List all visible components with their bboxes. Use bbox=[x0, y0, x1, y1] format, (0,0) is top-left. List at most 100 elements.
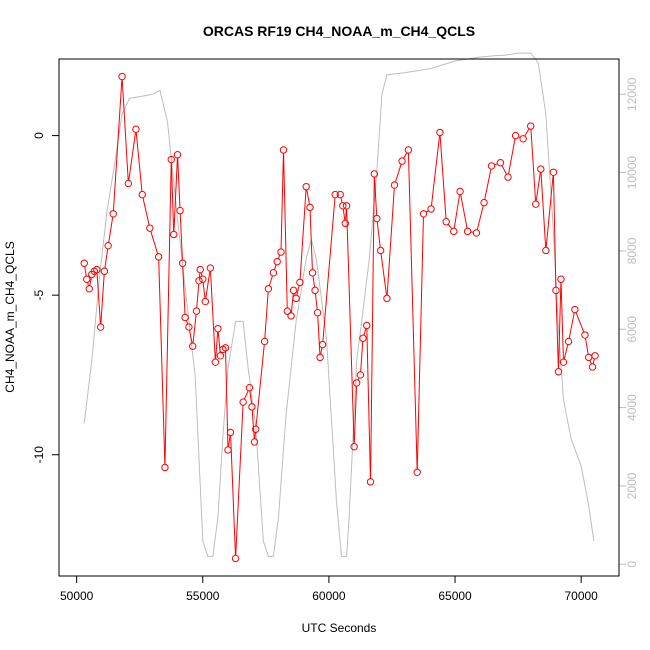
data-point bbox=[352, 379, 361, 387]
data-point bbox=[83, 275, 91, 283]
data-point bbox=[308, 269, 317, 277]
y-axis-label: CH4_NOAA_m_CH4_QCLS bbox=[3, 241, 17, 392]
primary-series-segment bbox=[317, 315, 321, 355]
data-point bbox=[231, 554, 240, 563]
primary-series-segment bbox=[407, 153, 418, 470]
data-point bbox=[287, 312, 295, 320]
data-point bbox=[289, 286, 298, 295]
y2-tick-label: 8000 bbox=[625, 237, 639, 264]
primary-series-segment bbox=[524, 128, 530, 137]
data-point bbox=[185, 323, 193, 331]
y2-tick-label: 6000 bbox=[625, 316, 639, 343]
data-point bbox=[504, 173, 512, 181]
data-point bbox=[250, 438, 259, 446]
primary-series-segment bbox=[202, 282, 206, 299]
primary-series-segment bbox=[173, 157, 178, 232]
primary-series-segment bbox=[205, 271, 211, 299]
primary-series-segment bbox=[135, 132, 143, 192]
y2-tick-label: 4000 bbox=[625, 394, 639, 421]
primary-series-segment bbox=[314, 293, 318, 310]
data-point bbox=[96, 323, 105, 331]
data-point bbox=[226, 428, 235, 437]
plot-frame bbox=[58, 58, 620, 577]
primary-series-segment bbox=[540, 172, 547, 248]
data-point bbox=[176, 206, 184, 215]
data-point bbox=[311, 286, 319, 295]
primary-series-segment bbox=[560, 282, 564, 359]
secondary-series-line bbox=[83, 52, 595, 557]
primary-series-segment bbox=[277, 254, 281, 259]
data-point bbox=[339, 202, 347, 210]
x-tick-label: 70000 bbox=[564, 589, 598, 603]
primary-series-segment bbox=[210, 271, 216, 360]
data-point bbox=[537, 165, 545, 173]
data-point bbox=[296, 278, 304, 287]
primary-series-segment bbox=[198, 272, 201, 278]
data-point bbox=[359, 334, 367, 342]
data-point bbox=[100, 267, 109, 275]
data-point bbox=[456, 187, 464, 196]
data-point bbox=[487, 162, 496, 170]
data-point bbox=[245, 384, 254, 392]
primary-series-segment bbox=[215, 331, 219, 360]
primary-series-segment bbox=[121, 79, 129, 181]
primary-series-segment bbox=[340, 197, 343, 203]
primary-series-segment bbox=[558, 282, 562, 369]
data-point bbox=[260, 337, 269, 346]
data-point bbox=[316, 353, 324, 362]
data-point bbox=[436, 128, 444, 137]
data-point bbox=[557, 275, 565, 283]
primary-series-segment bbox=[150, 231, 159, 254]
primary-series-segment bbox=[386, 188, 395, 296]
data-point bbox=[178, 259, 187, 267]
primary-series-segment bbox=[380, 253, 388, 296]
data-point bbox=[398, 157, 406, 165]
data-point bbox=[404, 146, 413, 154]
secondary-series-layer bbox=[83, 52, 595, 557]
primary-series-segment bbox=[179, 213, 183, 261]
data-point bbox=[373, 214, 381, 223]
data-point bbox=[221, 344, 230, 352]
primary-series-segment bbox=[416, 216, 424, 470]
primary-series-segment bbox=[555, 293, 559, 369]
primary-series-segment bbox=[158, 260, 166, 465]
y-tick-label: -10 bbox=[32, 446, 46, 464]
data-point bbox=[376, 246, 385, 255]
primary-series-segment bbox=[230, 435, 236, 556]
primary-series-segment bbox=[374, 177, 378, 216]
primary-series-segment bbox=[268, 275, 273, 286]
primary-series-segment bbox=[192, 314, 197, 344]
primary-series-segment bbox=[84, 266, 87, 277]
primary-series-segment bbox=[584, 338, 589, 355]
primary-series-segment bbox=[360, 341, 364, 372]
primary-series-segment bbox=[346, 208, 355, 444]
primary-series-segment bbox=[104, 248, 109, 269]
primary-series-segment bbox=[366, 328, 371, 479]
data-point bbox=[196, 265, 204, 274]
data-point bbox=[336, 190, 344, 199]
data-point bbox=[581, 331, 589, 339]
primary-series-segment bbox=[394, 164, 402, 183]
data-point bbox=[318, 340, 327, 349]
data-point bbox=[571, 305, 579, 314]
primary-series-segment bbox=[376, 221, 381, 248]
data-point bbox=[559, 358, 568, 366]
primary-series-segment bbox=[592, 358, 595, 364]
data-point bbox=[118, 72, 126, 81]
primary-series-segment bbox=[306, 189, 310, 205]
primary-series-segment bbox=[447, 223, 453, 230]
primary-series-segment bbox=[164, 162, 172, 465]
primary-series-segment bbox=[309, 210, 313, 270]
primary-series-segment bbox=[501, 165, 507, 175]
primary-series-segment bbox=[563, 344, 569, 360]
primary-series-segment bbox=[370, 177, 375, 479]
data-point bbox=[363, 321, 371, 330]
data-point bbox=[279, 146, 288, 154]
primary-series-segment bbox=[189, 330, 193, 344]
chart-title: ORCAS RF19 CH4_NOAA_m_CH4_QCLS bbox=[203, 23, 475, 39]
data-point bbox=[450, 227, 458, 236]
data-point bbox=[591, 352, 599, 360]
x-tick-label: 60000 bbox=[312, 589, 346, 603]
primary-series-segment bbox=[280, 153, 284, 249]
data-point bbox=[542, 246, 550, 255]
